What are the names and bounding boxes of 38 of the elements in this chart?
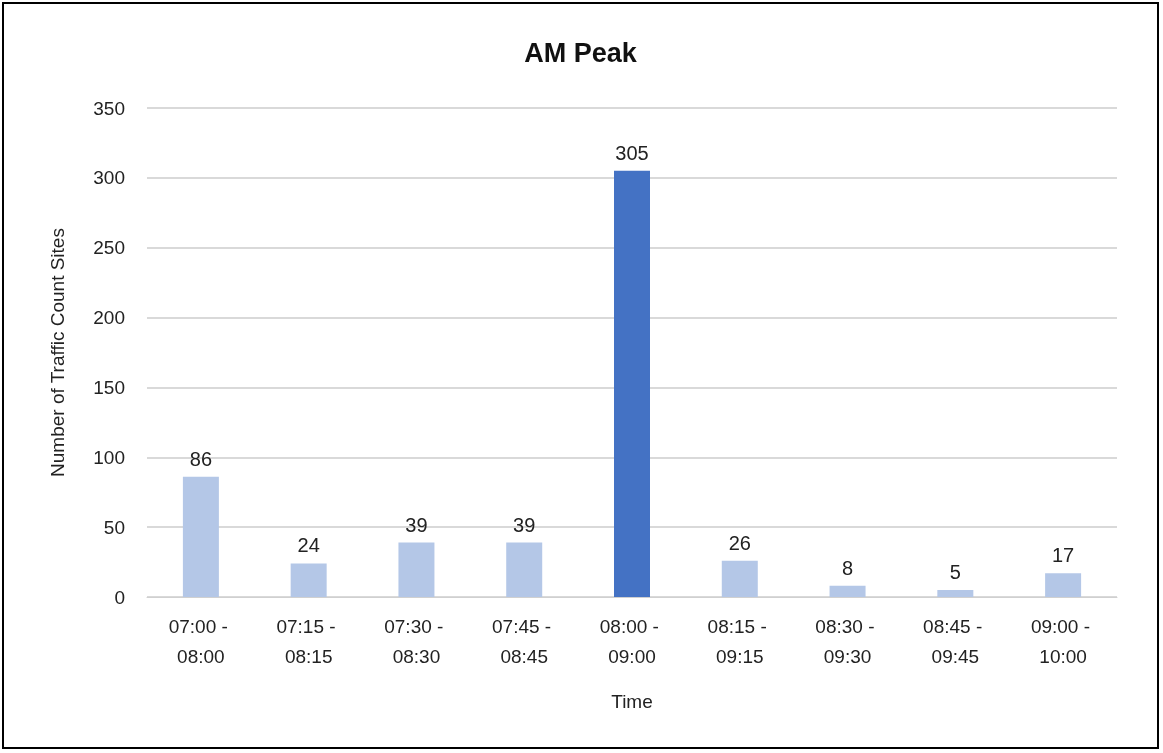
x-tick-label: 08:15 - 09:15	[707, 615, 772, 667]
bar	[290, 563, 327, 597]
data-label: 24	[297, 534, 320, 557]
data-label: 17	[1051, 544, 1075, 567]
y-axis-title: Number of Traffic Count Sites	[47, 228, 68, 477]
y-tick-label: 250	[93, 237, 125, 259]
x-tick-label: 07:45 - 08:45	[492, 615, 557, 667]
bar	[937, 590, 974, 597]
y-tick-label: 200	[93, 307, 125, 329]
data-label: 86	[189, 447, 213, 470]
bar	[182, 476, 219, 597]
bar	[506, 542, 543, 597]
data-label: 8	[841, 556, 854, 579]
x-tick-label: 07:15 - 08:15	[276, 615, 341, 667]
data-label: 305	[615, 141, 649, 164]
y-tick-label: 150	[93, 376, 125, 398]
bar	[398, 542, 435, 597]
x-tick-label: 07:00 - 08:00	[168, 615, 234, 667]
y-tick-label: 50	[103, 516, 125, 538]
data-label: 26	[728, 531, 751, 554]
bar	[1045, 573, 1082, 597]
y-tick-label: 300	[93, 167, 125, 189]
y-tick-label: 100	[93, 446, 125, 468]
bar	[829, 585, 866, 597]
x-tick-label: 09:00 - 10:00	[1030, 615, 1096, 667]
x-tick-label: 07:30 - 08:30	[384, 615, 449, 667]
x-axis-title: Time	[611, 691, 653, 712]
bar	[614, 170, 650, 597]
bar	[721, 560, 758, 597]
y-tick-label: 0	[114, 586, 125, 608]
data-label: 39	[405, 513, 428, 536]
chart-title: AM Peak	[524, 37, 638, 68]
data-label: 5	[949, 561, 961, 584]
x-tick-label: 08:45 - 09:45	[923, 615, 988, 667]
y-tick-label: 350	[93, 97, 125, 119]
data-label: 39	[513, 513, 536, 536]
x-tick-label: 08:30 - 09:30	[815, 615, 880, 667]
x-tick-label: 08:00 - 09:00	[599, 615, 665, 667]
